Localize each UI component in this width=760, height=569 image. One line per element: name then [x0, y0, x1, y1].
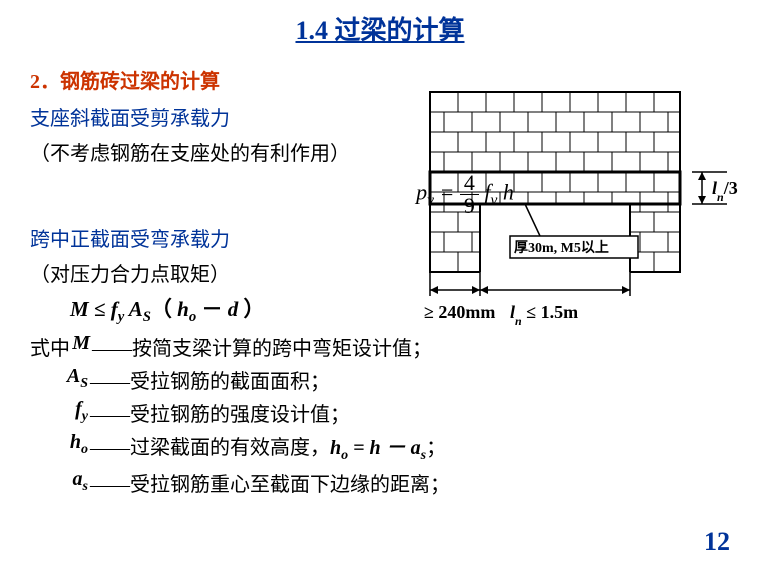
def-As-sym: AS: [30, 365, 90, 394]
def-h0-post: ；: [426, 437, 446, 459]
svg-text:ln/3: ln/3: [712, 178, 738, 204]
def-h0-base: h: [70, 431, 81, 453]
M: M: [70, 297, 89, 321]
As-sub: S: [143, 309, 151, 325]
svg-text:ln ≤ 1.5m: ln ≤ 1.5m: [510, 302, 578, 328]
h0: h: [177, 297, 189, 321]
minus: －: [196, 297, 228, 321]
def-As-desc: ——受拉钢筋的截面面积；: [90, 365, 330, 394]
def-M-sym: M: [70, 332, 92, 361]
fy: f: [111, 297, 118, 321]
def-as-base: a: [73, 468, 83, 490]
d: d: [228, 297, 239, 321]
slide-title: 1.4 过梁的计算: [0, 0, 760, 47]
page-number: 12: [704, 527, 730, 557]
svg-text:厚30m, M5以上: 厚30m, M5以上: [514, 240, 609, 256]
def-As-base: A: [67, 365, 80, 387]
def-h0-eq: h: [330, 437, 341, 459]
def-row-h0: ho ——过梁截面的有效高度，ho = h － as；: [30, 431, 730, 464]
def-as-sub: s: [83, 479, 88, 494]
def-h0-desc: ——过梁截面的有效高度，ho = h － as；: [90, 431, 446, 464]
def-prefix: 式中: [30, 332, 70, 361]
def-h0-sub: o: [81, 442, 88, 457]
def-As-sub: S: [80, 376, 88, 391]
def-h0-sym: ho: [30, 431, 90, 464]
def-as-sym: as: [30, 468, 90, 497]
As: A: [124, 297, 142, 321]
def-fy-sym: fy: [30, 398, 90, 427]
svg-text:≥ 240mm: ≥ 240mm: [424, 302, 495, 322]
def-fy-desc: ——受拉钢筋的强度设计值；: [90, 398, 350, 427]
def-fy-sub: y: [82, 409, 88, 424]
def-row-fy: fy ——受拉钢筋的强度设计值；: [30, 398, 730, 427]
def-as-desc: ——受拉钢筋重心至截面下边缘的距离；: [90, 468, 450, 497]
def-fy-base: f: [75, 398, 82, 420]
def-M-desc: ——按简支梁计算的跨中弯矩设计值；: [92, 332, 432, 361]
def-h0-eq-mid: = h － a: [348, 437, 421, 459]
paren-close: ）: [238, 297, 264, 321]
def-row-As: AS ——受拉钢筋的截面面积；: [30, 365, 730, 394]
def-row-M: 式中 M ——按简支梁计算的跨中弯矩设计值；: [30, 332, 730, 361]
le: ≤: [89, 297, 111, 321]
def-h0-pre: ——过梁截面的有效高度，: [90, 437, 330, 459]
diagram-svg: 厚30m, M5以上 ln/3 ≥ 240mm ln ≤ 1.5m: [420, 84, 750, 329]
definitions: 式中 M ——按简支梁计算的跨中弯矩设计值； AS ——受拉钢筋的截面面积； f…: [30, 332, 730, 497]
def-row-as: as ——受拉钢筋重心至截面下边缘的距离；: [30, 468, 730, 497]
wall-diagram: 厚30m, M5以上 ln/3 ≥ 240mm ln ≤ 1.5m: [420, 84, 750, 329]
paren-open: （: [151, 297, 177, 321]
